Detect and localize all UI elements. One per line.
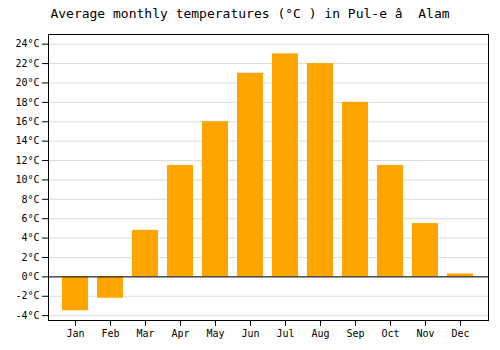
html-text:Average monthly temperatures (: Average monthly temperatures (°C ) in Pu… [50, 6, 450, 21]
svg-text:-4°C: -4°C [15, 310, 39, 321]
svg-text:4°C: 4°C [21, 232, 39, 243]
svg-text:24°C: 24°C [15, 38, 39, 49]
svg-text:12°C: 12°C [15, 155, 39, 166]
svg-text:Mar: Mar [136, 328, 154, 339]
svg-text:Jul: Jul [276, 328, 294, 339]
svg-text:May: May [206, 328, 224, 339]
svg-text:2°C: 2°C [21, 252, 39, 263]
svg-text:Oct: Oct [381, 328, 399, 339]
svg-text:Apr: Apr [171, 328, 189, 339]
svg-text:10°C: 10°C [15, 174, 39, 185]
svg-text:18°C: 18°C [15, 97, 39, 108]
svg-text:6°C: 6°C [21, 213, 39, 224]
svg-text:Nov: Nov [416, 328, 434, 339]
svg-text:14°C: 14°C [15, 135, 39, 146]
svg-text:16°C: 16°C [15, 116, 39, 127]
svg-text:Jan: Jan [66, 328, 84, 339]
svg-text:Aug: Aug [311, 328, 329, 339]
svg-text:Dec: Dec [451, 328, 469, 339]
svg-text:8°C: 8°C [21, 194, 39, 205]
svg-text:22°C: 22°C [15, 58, 39, 69]
svg-text:Feb: Feb [101, 328, 119, 339]
svg-text:20°C: 20°C [15, 77, 39, 88]
svg-text:-2°C: -2°C [15, 290, 39, 301]
svg-text:Sep: Sep [346, 328, 364, 339]
svg-text:Jun: Jun [241, 328, 259, 339]
svg-text:0°C: 0°C [21, 271, 39, 282]
